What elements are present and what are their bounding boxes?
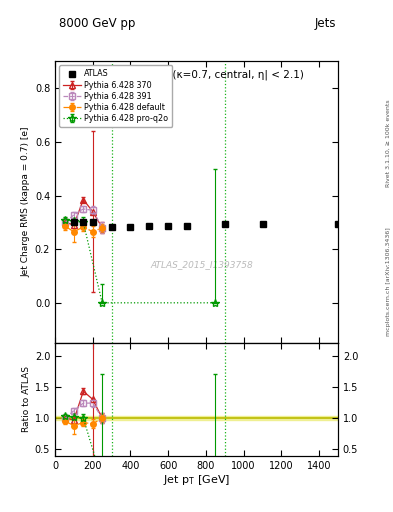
Text: Jets: Jets	[314, 16, 336, 30]
ATLAS	[90, 219, 95, 225]
Text: ATLAS_2015_I1393758: ATLAS_2015_I1393758	[151, 260, 253, 269]
ATLAS	[147, 223, 152, 229]
ATLAS	[109, 224, 114, 230]
ATLAS	[222, 221, 227, 227]
Bar	[55, 416, 338, 420]
ATLAS	[81, 219, 86, 225]
Text: mcplots.cern.ch [arXiv:1306.3436]: mcplots.cern.ch [arXiv:1306.3436]	[386, 227, 391, 336]
Text: 8000 GeV pp: 8000 GeV pp	[59, 16, 135, 30]
ATLAS	[72, 219, 76, 225]
Legend: ATLAS, Pythia 6.428 370, Pythia 6.428 391, Pythia 6.428 default, Pythia 6.428 pr: ATLAS, Pythia 6.428 370, Pythia 6.428 39…	[59, 66, 172, 126]
ATLAS	[185, 223, 189, 229]
ATLAS	[128, 224, 133, 230]
ATLAS	[166, 223, 171, 229]
Y-axis label: Jet Charge RMS (kappa = 0.7) [e]: Jet Charge RMS (kappa = 0.7) [e]	[22, 127, 31, 278]
Y-axis label: Ratio to ATLAS: Ratio to ATLAS	[22, 367, 31, 432]
Line: ATLAS: ATLAS	[71, 219, 341, 230]
ATLAS	[336, 221, 340, 227]
Text: Jet Charge RMS (κ=0.7, central, η| < 2.1): Jet Charge RMS (κ=0.7, central, η| < 2.1…	[89, 70, 304, 80]
ATLAS	[260, 221, 265, 227]
Text: Rivet 3.1.10, ≥ 100k events: Rivet 3.1.10, ≥ 100k events	[386, 99, 391, 187]
X-axis label: Jet p$_{\mathrm{T}}$ [GeV]: Jet p$_{\mathrm{T}}$ [GeV]	[163, 473, 230, 487]
